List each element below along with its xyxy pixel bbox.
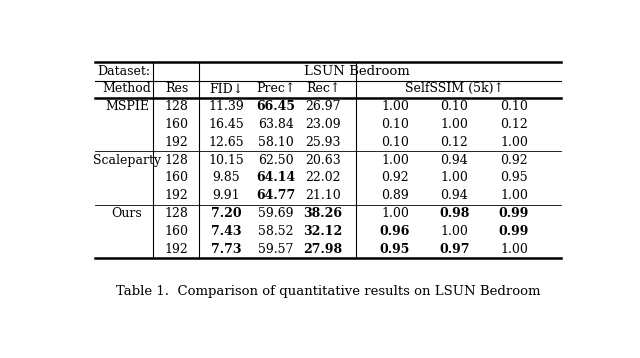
Text: 0.94: 0.94 (440, 154, 468, 166)
Text: 32.12: 32.12 (303, 225, 342, 238)
Text: 1.00: 1.00 (500, 136, 528, 149)
Text: 66.45: 66.45 (257, 100, 296, 113)
Text: 9.91: 9.91 (212, 189, 240, 202)
Text: 192: 192 (165, 243, 189, 256)
Text: 1.00: 1.00 (381, 207, 409, 220)
Text: 0.10: 0.10 (381, 136, 409, 149)
Text: 27.98: 27.98 (303, 243, 342, 256)
Text: 1.00: 1.00 (500, 189, 528, 202)
Text: 0.89: 0.89 (381, 189, 409, 202)
Text: 128: 128 (164, 154, 189, 166)
Text: 22.02: 22.02 (305, 171, 340, 184)
Text: 0.92: 0.92 (500, 154, 528, 166)
Text: 1.00: 1.00 (440, 118, 468, 131)
Text: 7.73: 7.73 (211, 243, 241, 256)
Text: 0.92: 0.92 (381, 171, 409, 184)
Text: Rec↑: Rec↑ (306, 82, 340, 96)
Text: 10.15: 10.15 (209, 154, 244, 166)
Text: 1.00: 1.00 (381, 100, 409, 113)
Text: LSUN Bedroom: LSUN Bedroom (305, 65, 410, 78)
Text: 192: 192 (165, 189, 189, 202)
Text: Prec↑: Prec↑ (256, 82, 296, 96)
Text: 0.97: 0.97 (439, 243, 470, 256)
Text: 0.98: 0.98 (439, 207, 470, 220)
Text: FID↓: FID↓ (209, 82, 243, 96)
Text: MSPIE: MSPIE (105, 100, 149, 113)
Text: 25.93: 25.93 (305, 136, 340, 149)
Text: 0.99: 0.99 (499, 207, 529, 220)
Text: 0.10: 0.10 (440, 100, 468, 113)
Text: 21.10: 21.10 (305, 189, 341, 202)
Text: 160: 160 (164, 171, 189, 184)
Text: 64.14: 64.14 (256, 171, 296, 184)
Text: 192: 192 (165, 136, 189, 149)
Text: 59.69: 59.69 (258, 207, 294, 220)
Text: 62.50: 62.50 (258, 154, 294, 166)
Text: 0.12: 0.12 (500, 118, 528, 131)
Text: 0.95: 0.95 (380, 243, 410, 256)
Text: 63.84: 63.84 (258, 118, 294, 131)
Text: 128: 128 (164, 100, 189, 113)
Text: 64.77: 64.77 (256, 189, 296, 202)
Text: 1.00: 1.00 (381, 154, 409, 166)
Text: Scaleparty: Scaleparty (93, 154, 161, 166)
Text: Method: Method (102, 82, 152, 96)
Text: 0.95: 0.95 (500, 171, 528, 184)
Text: 0.10: 0.10 (500, 100, 528, 113)
Text: 160: 160 (164, 118, 189, 131)
Text: 0.10: 0.10 (381, 118, 409, 131)
Text: SelfSSIM (5k)↑: SelfSSIM (5k)↑ (405, 82, 504, 96)
Text: 12.65: 12.65 (209, 136, 244, 149)
Text: 1.00: 1.00 (440, 225, 468, 238)
Text: Ours: Ours (112, 207, 143, 220)
Text: 128: 128 (164, 207, 189, 220)
Text: 7.43: 7.43 (211, 225, 241, 238)
Text: 20.63: 20.63 (305, 154, 341, 166)
Text: Table 1.  Comparison of quantitative results on LSUN Bedroom: Table 1. Comparison of quantitative resu… (116, 285, 540, 297)
Text: 1.00: 1.00 (500, 243, 528, 256)
Text: Dataset:: Dataset: (97, 65, 150, 78)
Text: 26.97: 26.97 (305, 100, 340, 113)
Text: 38.26: 38.26 (303, 207, 342, 220)
Text: 9.85: 9.85 (212, 171, 240, 184)
Text: 23.09: 23.09 (305, 118, 341, 131)
Text: 0.12: 0.12 (440, 136, 468, 149)
Text: 7.20: 7.20 (211, 207, 242, 220)
Text: 0.94: 0.94 (440, 189, 468, 202)
Text: 11.39: 11.39 (209, 100, 244, 113)
Text: 0.99: 0.99 (499, 225, 529, 238)
Text: 58.10: 58.10 (258, 136, 294, 149)
Text: 16.45: 16.45 (209, 118, 244, 131)
Text: 59.57: 59.57 (258, 243, 294, 256)
Text: 160: 160 (164, 225, 189, 238)
Text: 0.96: 0.96 (380, 225, 410, 238)
Text: Res: Res (165, 82, 188, 96)
Text: 58.52: 58.52 (258, 225, 294, 238)
Text: 1.00: 1.00 (440, 171, 468, 184)
